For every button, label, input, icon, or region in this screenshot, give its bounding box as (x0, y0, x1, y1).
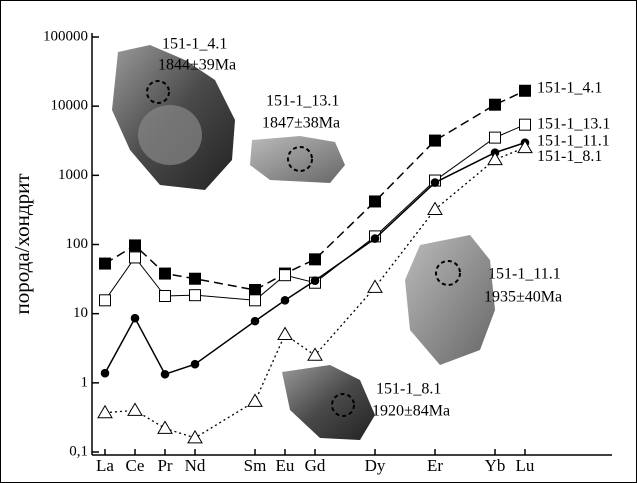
series-label: 151-1_8.1 (537, 148, 602, 165)
crystal-image (405, 235, 495, 365)
marker (517, 139, 533, 154)
marker (370, 234, 380, 243)
marker (280, 296, 290, 305)
x-tick-label: Yb (485, 456, 506, 475)
series-label: 151-1_11.1 (537, 132, 610, 149)
x-tick-label: Lu (516, 456, 535, 475)
marker (100, 368, 110, 378)
annotation: 151-1_13.1 (266, 93, 339, 110)
marker (427, 201, 443, 215)
y-axis-label: порода/хондрит (10, 173, 34, 314)
crystal-image (250, 136, 345, 183)
annotation: 1847±38Ma (262, 115, 340, 132)
marker (97, 404, 113, 419)
marker (279, 269, 291, 282)
marker (309, 253, 321, 266)
marker (99, 257, 111, 270)
marker (367, 279, 383, 293)
marker (487, 151, 503, 166)
x-tick-label: Er (427, 456, 443, 475)
x-tick-label: Sm (244, 456, 267, 475)
marker (160, 369, 170, 379)
marker (519, 84, 531, 97)
annotation: 1844±39Ma (158, 57, 236, 74)
x-tick-label: Gd (305, 456, 326, 475)
marker (249, 294, 261, 307)
marker (189, 289, 201, 302)
series-label: 151-1_13.1 (537, 115, 610, 132)
marker (250, 316, 260, 326)
marker (430, 178, 440, 187)
marker (189, 272, 201, 285)
marker (489, 131, 501, 144)
annotation: 1935±40Ma (484, 289, 562, 306)
marker (249, 283, 261, 296)
y-tick-label: 0,1 (69, 443, 88, 459)
x-tick-label: Eu (276, 456, 295, 475)
marker (129, 251, 141, 264)
x-tick-label: La (96, 456, 114, 475)
y-tick-label: 10 (73, 305, 88, 321)
annotation: 151-1_8.1 (376, 381, 441, 398)
y-tick-label: 10000 (51, 98, 89, 114)
marker (159, 290, 171, 303)
marker (130, 313, 140, 323)
annotation: 1920±84Ma (372, 403, 450, 420)
marker (187, 429, 203, 444)
x-tick-label: Ce (126, 456, 145, 475)
marker (519, 118, 531, 131)
marker (277, 326, 293, 340)
marker (129, 239, 141, 252)
x-tick-label: Nd (185, 456, 206, 475)
y-tick-label: 1 (81, 374, 89, 390)
marker (429, 134, 441, 147)
annotation: 151-1_4.1 (162, 36, 227, 53)
marker (99, 294, 111, 307)
x-tick-label: Dy (365, 456, 386, 475)
marker (159, 267, 171, 280)
marker (307, 347, 323, 361)
marker (190, 359, 200, 369)
annotation: 151-1_11.1 (488, 266, 561, 283)
marker (157, 420, 173, 434)
y-tick-label: 100 (66, 236, 89, 252)
marker (247, 393, 263, 407)
series-label: 151-1_4.1 (537, 79, 602, 96)
marker (369, 195, 381, 208)
y-tick-label: 1000 (58, 167, 88, 183)
x-tick-label: Pr (157, 456, 172, 475)
crystal-image (112, 45, 235, 190)
y-tick-label: 100000 (43, 28, 88, 44)
marker (127, 402, 143, 416)
marker (310, 276, 320, 285)
marker (489, 98, 501, 111)
crystal-image (282, 365, 375, 440)
